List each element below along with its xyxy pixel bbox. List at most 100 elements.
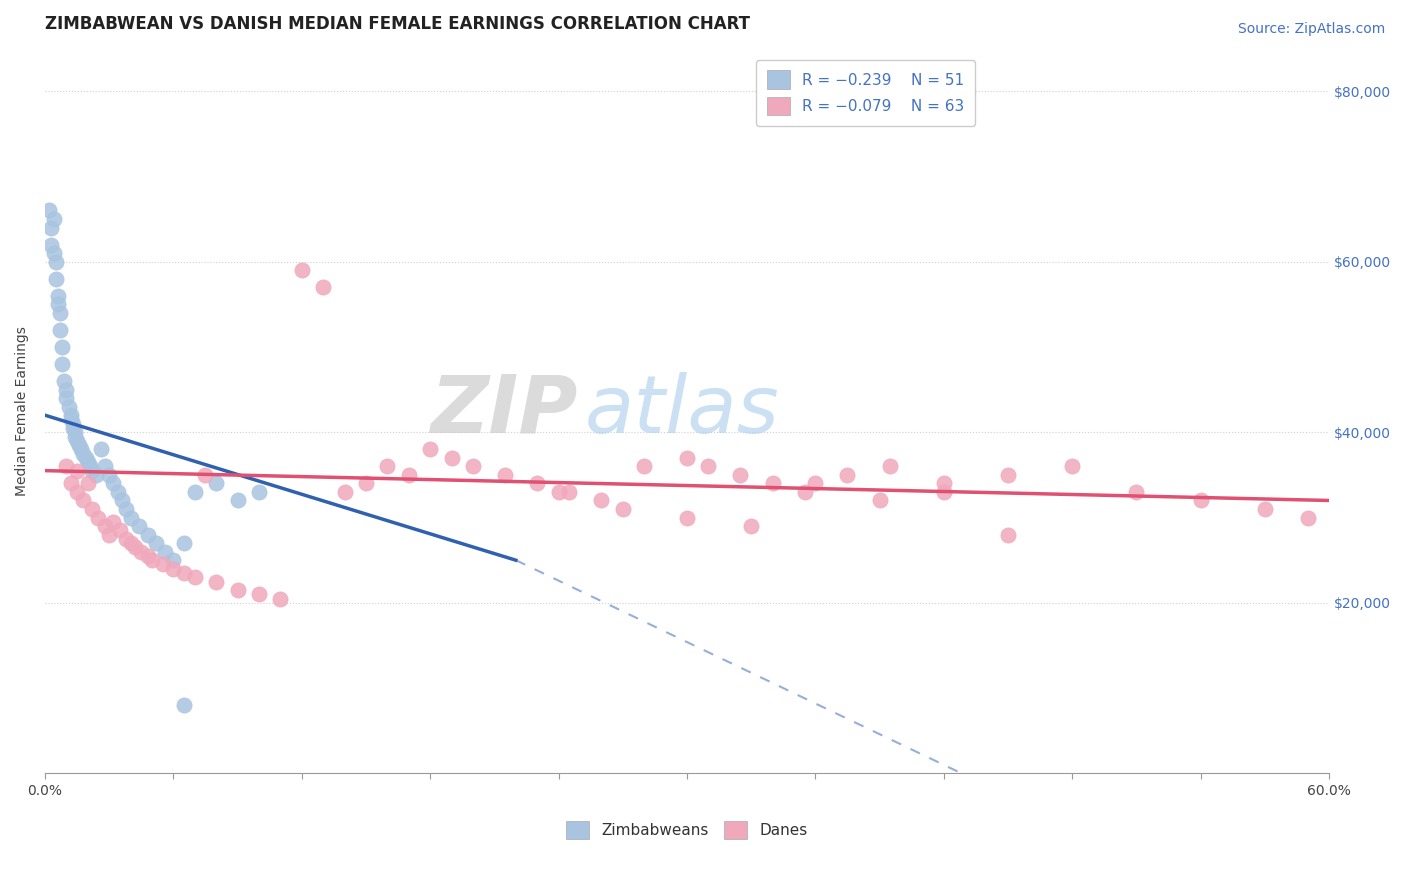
Text: ZIP: ZIP	[430, 372, 578, 450]
Text: atlas: atlas	[585, 372, 779, 450]
Point	[804, 476, 827, 491]
Point	[226, 493, 249, 508]
Point	[398, 467, 420, 482]
Point	[740, 519, 762, 533]
Point	[932, 476, 955, 491]
Point	[932, 485, 955, 500]
Point	[173, 566, 195, 580]
Point	[997, 527, 1019, 541]
Point	[676, 450, 699, 465]
Point	[194, 467, 217, 482]
Point	[226, 582, 249, 597]
Point	[419, 442, 441, 457]
Point	[136, 549, 159, 563]
Point	[49, 306, 72, 320]
Point	[111, 493, 134, 508]
Point	[115, 532, 138, 546]
Point	[312, 280, 335, 294]
Point	[145, 536, 167, 550]
Point	[66, 434, 89, 448]
Point	[98, 467, 121, 482]
Point	[72, 446, 94, 460]
Point	[153, 544, 176, 558]
Point	[547, 485, 569, 500]
Point	[94, 519, 117, 533]
Point	[55, 459, 77, 474]
Point	[173, 536, 195, 550]
Point	[1062, 459, 1084, 474]
Point	[247, 587, 270, 601]
Point	[869, 493, 891, 508]
Point	[41, 220, 63, 235]
Point	[98, 527, 121, 541]
Point	[76, 476, 98, 491]
Point	[67, 438, 90, 452]
Point	[879, 459, 901, 474]
Point	[526, 476, 548, 491]
Point	[63, 429, 86, 443]
Point	[162, 562, 184, 576]
Point	[62, 421, 84, 435]
Point	[62, 417, 84, 431]
Point	[697, 459, 720, 474]
Point	[115, 502, 138, 516]
Point	[80, 464, 103, 478]
Point	[184, 570, 207, 584]
Point	[42, 246, 65, 260]
Point	[45, 254, 67, 268]
Point	[494, 467, 516, 482]
Point	[59, 408, 82, 422]
Point	[51, 340, 73, 354]
Point	[129, 544, 152, 558]
Point	[152, 558, 174, 572]
Point	[205, 574, 228, 589]
Point	[997, 467, 1019, 482]
Point	[45, 271, 67, 285]
Point	[440, 450, 463, 465]
Point	[72, 493, 94, 508]
Point	[76, 455, 98, 469]
Point	[1125, 485, 1147, 500]
Point	[730, 467, 752, 482]
Point	[51, 357, 73, 371]
Point	[66, 485, 89, 500]
Point	[107, 485, 129, 500]
Point	[59, 476, 82, 491]
Point	[1254, 502, 1277, 516]
Point	[75, 450, 97, 465]
Point	[558, 485, 581, 500]
Point	[103, 515, 125, 529]
Point	[837, 467, 859, 482]
Point	[761, 476, 783, 491]
Point	[38, 203, 60, 218]
Point	[87, 510, 110, 524]
Point	[269, 591, 291, 606]
Point	[63, 425, 86, 440]
Point	[184, 485, 207, 500]
Y-axis label: Median Female Earnings: Median Female Earnings	[15, 326, 30, 496]
Point	[793, 485, 815, 500]
Point	[49, 323, 72, 337]
Legend: Zimbabweans, Danes: Zimbabweans, Danes	[561, 814, 814, 846]
Point	[591, 493, 613, 508]
Point	[42, 212, 65, 227]
Text: ZIMBABWEAN VS DANISH MEDIAN FEMALE EARNINGS CORRELATION CHART: ZIMBABWEAN VS DANISH MEDIAN FEMALE EARNI…	[45, 15, 749, 33]
Point	[128, 519, 150, 533]
Point	[58, 400, 80, 414]
Point	[53, 374, 76, 388]
Point	[79, 459, 101, 474]
Point	[205, 476, 228, 491]
Point	[108, 524, 131, 538]
Point	[55, 383, 77, 397]
Point	[66, 464, 89, 478]
Point	[120, 536, 142, 550]
Point	[46, 297, 69, 311]
Point	[162, 553, 184, 567]
Point	[94, 459, 117, 474]
Point	[173, 698, 195, 713]
Text: Source: ZipAtlas.com: Source: ZipAtlas.com	[1237, 22, 1385, 37]
Point	[70, 442, 93, 457]
Point	[90, 442, 112, 457]
Point	[291, 263, 314, 277]
Point	[55, 391, 77, 405]
